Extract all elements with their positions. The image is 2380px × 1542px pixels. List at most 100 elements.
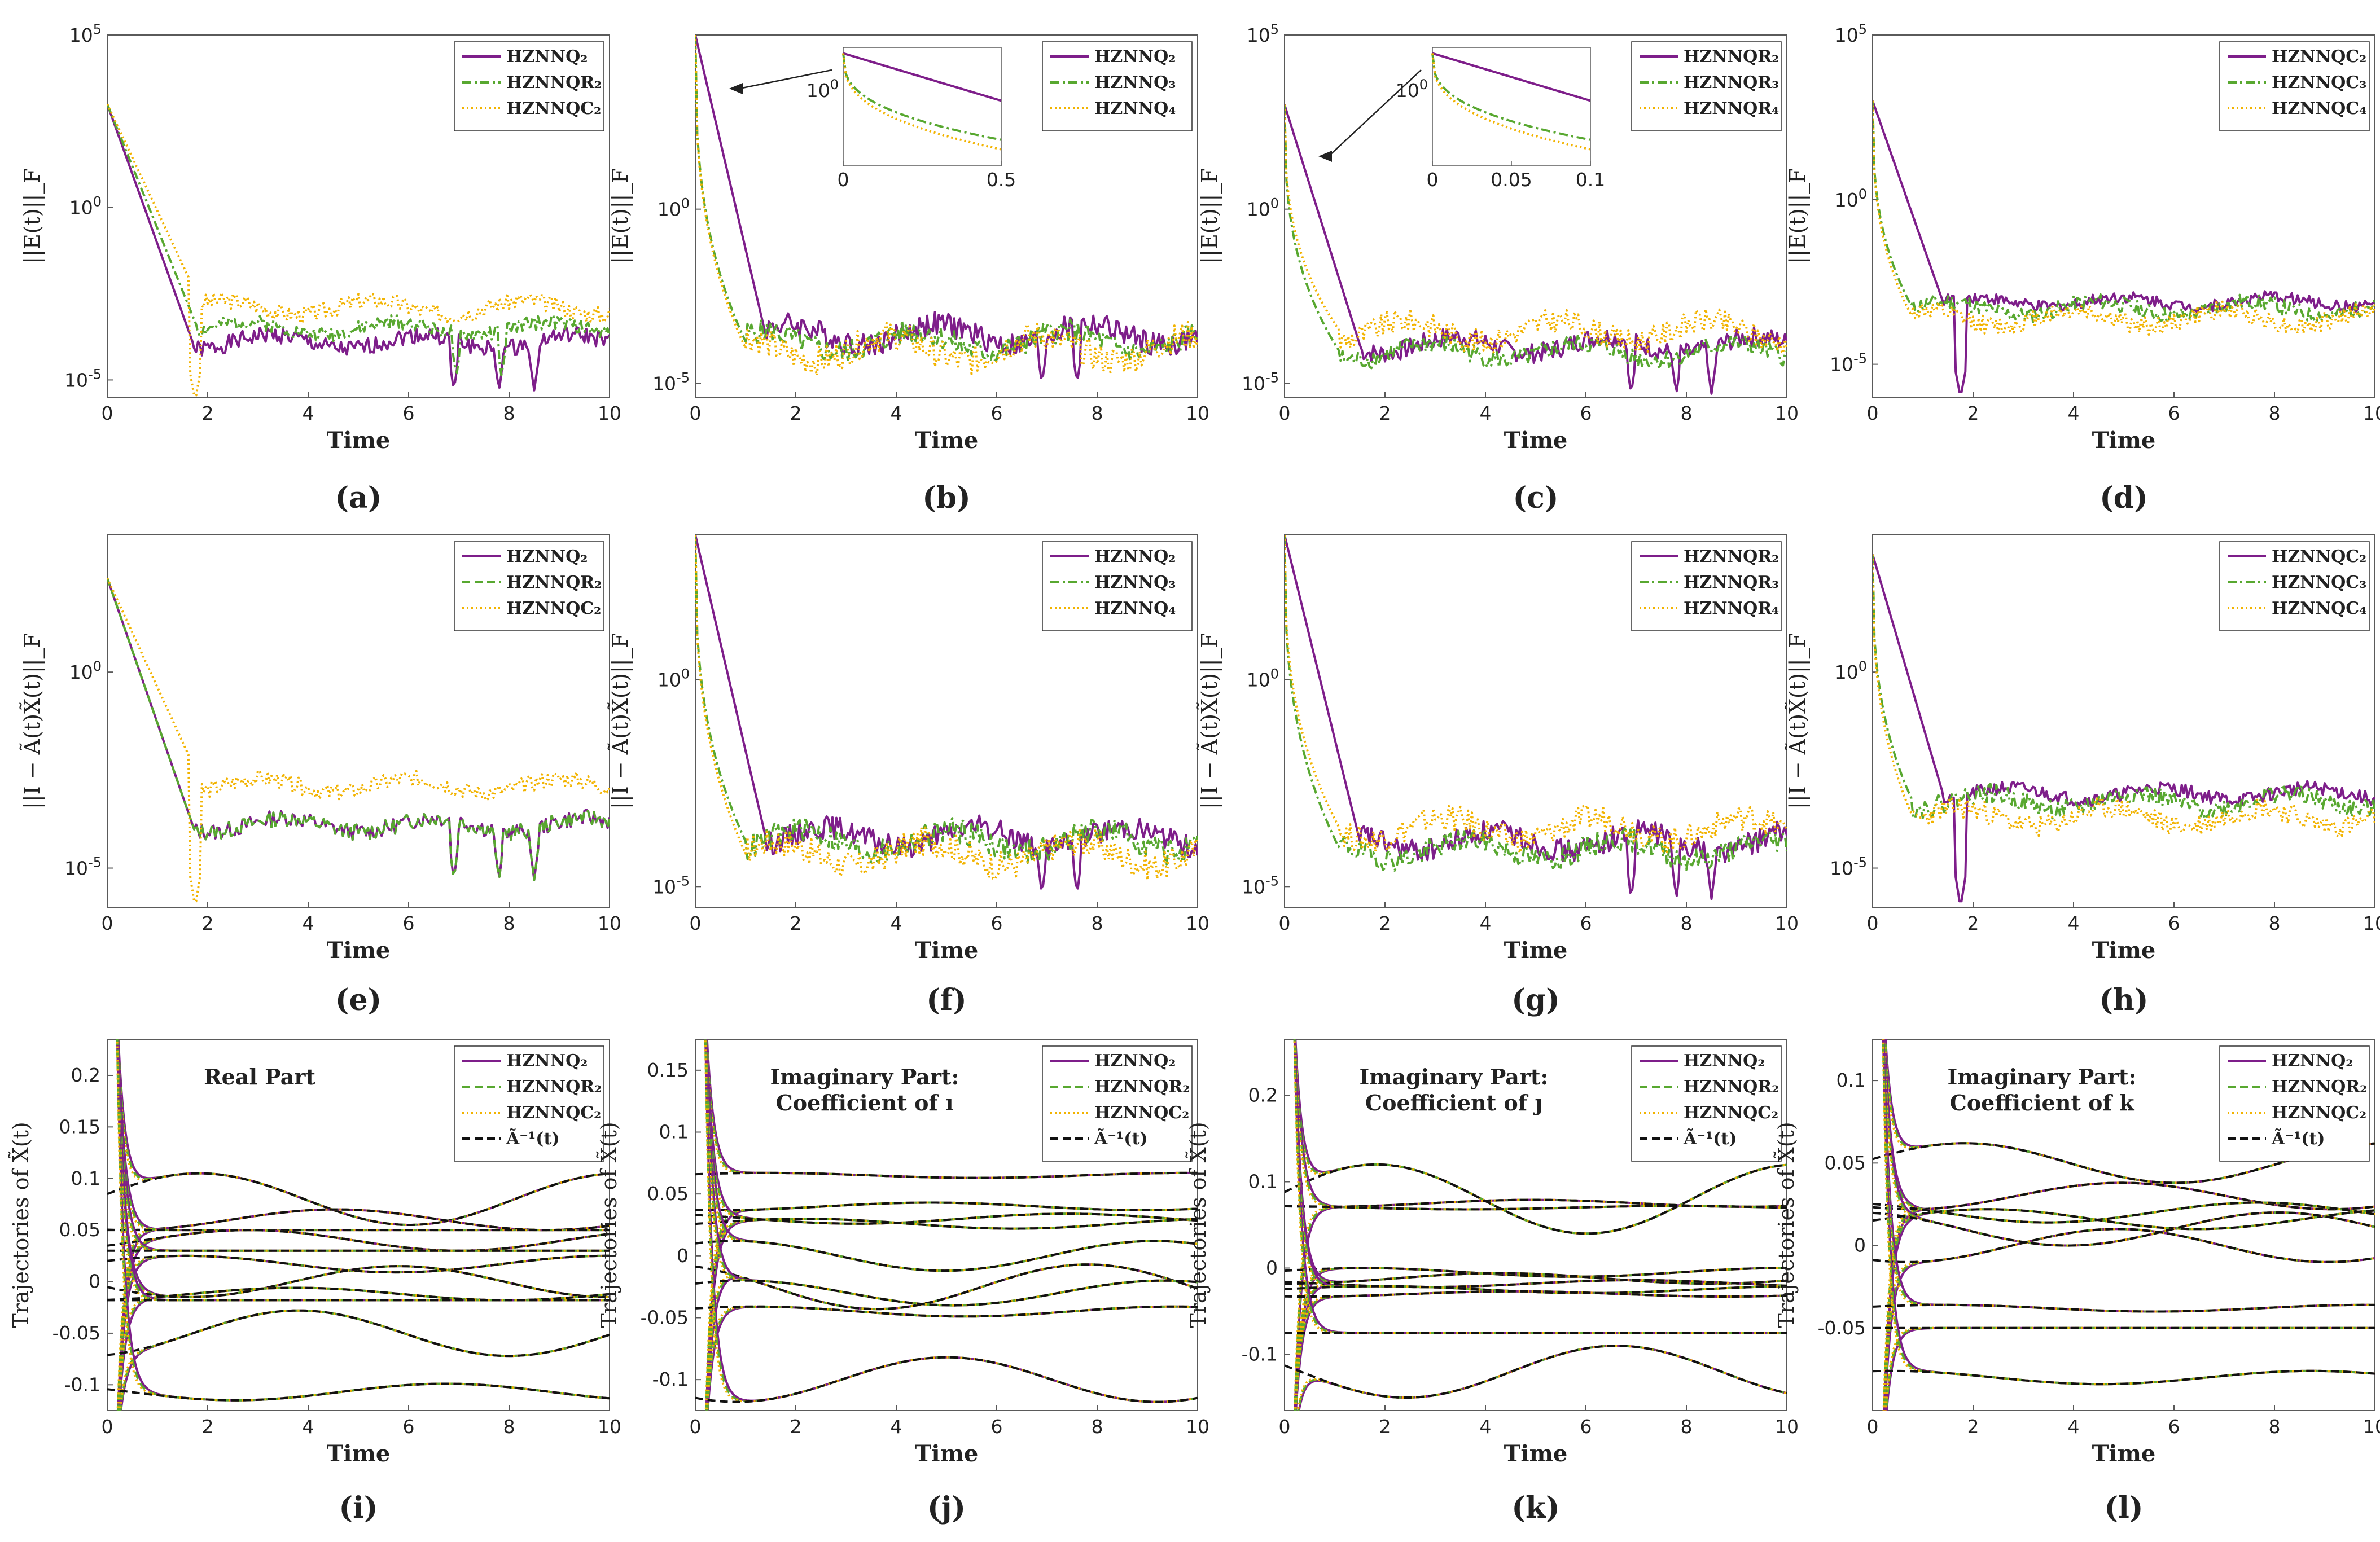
y-axis-label: ||E(t)||_F xyxy=(20,168,45,263)
series-line-2 xyxy=(1285,104,1787,370)
legend-label: Ã⁻¹(t) xyxy=(2271,1128,2325,1149)
reference-inverse-10 xyxy=(107,1309,610,1358)
legend-label: HZNNQC₃ xyxy=(2272,73,2366,93)
x-tick-label: 2 xyxy=(202,402,214,424)
y-tick-label: 0.1 xyxy=(71,1167,100,1189)
reference-inverse-5 xyxy=(1285,1272,1787,1285)
x-tick-label: 8 xyxy=(1092,912,1103,934)
series-line-2 xyxy=(1873,554,2375,820)
reference-inverse-9 xyxy=(1873,1369,2375,1386)
y-tick-label: -0.1 xyxy=(652,1368,689,1390)
x-tick-label: 2 xyxy=(1379,912,1391,934)
panel-l: 0 2 4 6 8 10 Time 0.1 0.05 0 -0.05 Trajectories of … xyxy=(1774,1039,2380,1525)
arrow-head xyxy=(1318,151,1332,162)
y-tick-label: 0.15 xyxy=(647,1059,689,1081)
inset-x-tick-label: 0 xyxy=(838,169,849,191)
panel-j: 0 2 4 6 8 10 Time 0.15 0.1 0.05 0 -0.05 -0.1 Trajecto… xyxy=(597,1039,1209,1525)
x-tick-label: 0 xyxy=(690,1416,702,1438)
legend-label: HZNNQC₄ xyxy=(2272,599,2366,618)
trajectory-c-9 xyxy=(1882,1039,2375,1386)
panel-i: 0 2 4 6 8 10 Time 0.2 0.15 0.1 0.05 0 -0.05 -0.1 Traje… xyxy=(8,1039,621,1525)
reference-inverse-8 xyxy=(1285,1290,1787,1298)
x-tick-label: 6 xyxy=(403,402,415,424)
series-line-1 xyxy=(695,35,1198,379)
plot-area xyxy=(107,103,610,397)
x-axis-label: Time xyxy=(1504,1440,1568,1467)
series-line-1 xyxy=(1873,100,2375,393)
axes-box xyxy=(1284,1039,1787,1411)
inset-curve xyxy=(843,52,1002,102)
legend-label: HZNNQR₄ xyxy=(1684,599,1779,618)
plot-area xyxy=(107,1039,610,1411)
y-tick-label: -0.05 xyxy=(52,1322,100,1344)
inset-y-tick-label: 100 xyxy=(807,77,839,102)
reference-inverse-6 xyxy=(695,1263,1198,1311)
y-tick-label: 0 xyxy=(1266,1257,1278,1279)
panel-annotation: Coefficient of k xyxy=(1950,1090,2134,1115)
x-tick-label: 4 xyxy=(891,912,902,934)
y-tick-label: 10-5 xyxy=(1830,351,1867,376)
panel-caption: (h) xyxy=(2099,983,2148,1017)
reference-inverse-6 xyxy=(1285,1279,1787,1289)
reference-inverse-2 xyxy=(1873,1181,2375,1211)
x-axis-label: Time xyxy=(1504,427,1568,454)
trajectory-hznnq-6 xyxy=(1294,1279,1787,1411)
trajectory-hznnq-6 xyxy=(117,1254,610,1411)
plot-area xyxy=(695,1039,1198,1411)
panel-annotation: Real Part xyxy=(204,1064,315,1089)
trajectory-hznnq-2 xyxy=(117,1208,610,1411)
legend-label: HZNNQ₂ xyxy=(1094,547,1176,566)
x-axis-label: Time xyxy=(2092,427,2156,454)
reference-inverse-7 xyxy=(107,1265,610,1298)
x-tick-label: 6 xyxy=(403,912,415,934)
trajectory-r-10 xyxy=(119,1309,610,1411)
x-tick-label: 2 xyxy=(1379,402,1391,424)
axes-box xyxy=(1872,34,2375,398)
x-axis-label: Time xyxy=(1504,937,1568,964)
y-axis-label: Trajectories of X̃(t) xyxy=(1186,1122,1211,1328)
series-line-2 xyxy=(1285,535,1787,872)
reference-inverse-2 xyxy=(107,1208,610,1232)
trajectory-r-8 xyxy=(1294,1290,1787,1411)
x-tick-label: 10 xyxy=(2363,912,2380,934)
legend-label: HZNNQC₂ xyxy=(1684,1103,1778,1123)
panel-caption: (i) xyxy=(339,1491,378,1525)
arrow-head xyxy=(729,83,743,94)
trajectory-hznnq-8 xyxy=(117,1286,610,1411)
y-axis-label: ||E(t)||_F xyxy=(608,168,633,263)
plot-area xyxy=(1873,100,2375,393)
legend-label: HZNNQR₂ xyxy=(2272,1077,2367,1097)
panel-annotation: Imaginary Part: xyxy=(1360,1064,1549,1089)
y-tick-label: 0.05 xyxy=(1825,1152,1866,1174)
axes-box xyxy=(1872,534,2375,908)
y-tick-label: 0.2 xyxy=(71,1064,100,1086)
trajectory-hznnq-4 xyxy=(705,1218,1198,1411)
legend-label: HZNNQ₄ xyxy=(1094,99,1176,118)
x-axis-label: Time xyxy=(915,937,979,964)
series-line-1 xyxy=(1285,104,1787,395)
legend-label: HZNNQR₃ xyxy=(1684,73,1779,93)
panel-caption: (f) xyxy=(926,983,967,1017)
axes-box xyxy=(695,34,1198,398)
legend-label: HZNNQR₂ xyxy=(506,573,602,592)
y-tick-label: 10-5 xyxy=(652,873,690,898)
x-tick-label: 8 xyxy=(1092,1416,1103,1438)
inset-curve xyxy=(1431,53,1591,141)
x-tick-label: 2 xyxy=(790,912,802,934)
y-tick-label: 10-5 xyxy=(64,366,102,391)
x-tick-label: 2 xyxy=(790,1416,802,1438)
x-tick-label: 6 xyxy=(1580,1416,1592,1438)
legend-label: HZNNQR₂ xyxy=(1684,547,1779,566)
inset-box xyxy=(1432,47,1591,166)
x-tick-label: 8 xyxy=(1681,1416,1693,1438)
axes-box xyxy=(1284,534,1787,908)
panel-h: 0 2 4 6 8 10 Time 100 10-5 ||I − Ã(t)X̃(t)||_F (h)… xyxy=(1785,534,2380,1017)
inset-x-tick-label: 0.5 xyxy=(987,169,1016,191)
panel-c: 0 2 4 6 8 10 Time 105 100 10-5 ||E(t)||_F (c) HZNNQR… xyxy=(1197,21,1799,515)
series-line-3 xyxy=(695,535,1198,881)
legend-label: HZNNQ₂ xyxy=(2272,1051,2353,1071)
x-tick-label: 10 xyxy=(1775,402,1799,424)
x-tick-label: 4 xyxy=(891,402,902,424)
legend-label: HZNNQC₂ xyxy=(506,599,601,618)
y-axis-label: Trajectories of X̃(t) xyxy=(1774,1122,1799,1328)
